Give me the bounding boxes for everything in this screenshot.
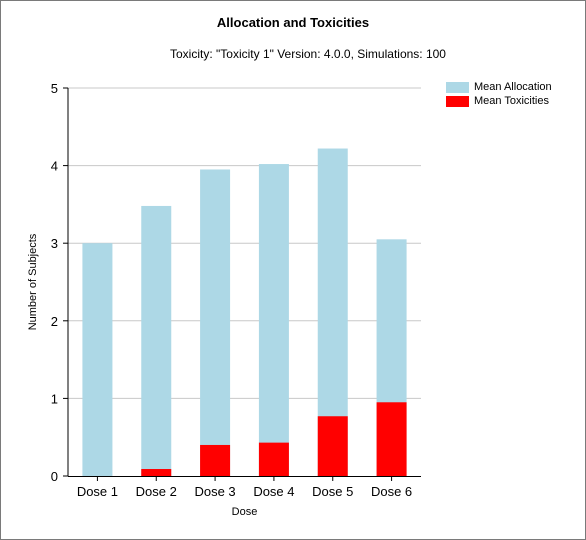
x-tick-label: Dose 1	[77, 484, 118, 499]
legend-label-toxicities: Mean Toxicities	[474, 95, 549, 107]
legend-swatch-allocation	[446, 81, 469, 93]
x-tick-label: Dose 3	[194, 484, 235, 499]
bar-allocation	[141, 205, 172, 476]
bar-toxicities	[376, 402, 407, 476]
axes	[67, 88, 421, 477]
x-tick-labels: Dose 1 Dose 2 Dose 3 Dose 4 Dose 5 Dose 6	[77, 476, 412, 499]
y-axis-label: Number of Subjects	[27, 233, 39, 330]
legend-swatch-toxicities	[446, 95, 469, 107]
gridlines	[68, 87, 421, 399]
x-tick-label: Dose 6	[371, 484, 412, 499]
y-tick-label: 4	[51, 159, 58, 174]
x-tick-label: Dose 2	[136, 484, 177, 499]
bar-toxicities	[258, 442, 289, 476]
bar-toxicities	[317, 416, 348, 476]
y-tick-label: 5	[51, 81, 58, 96]
legend: Mean Allocation Mean Toxicities	[446, 80, 552, 108]
bar-allocation	[200, 169, 231, 477]
bar-allocation	[82, 243, 113, 476]
bar-toxicities	[141, 469, 172, 476]
bar-allocation	[258, 164, 289, 476]
chart-subtitle: Toxicity: "Toxicity 1" Version: 4.0.0, S…	[170, 47, 446, 61]
y-tick-label: 0	[51, 469, 58, 484]
x-axis-label: Dose	[232, 506, 258, 518]
y-tick-labels: 0 1 2 3 4 5	[51, 81, 68, 484]
y-tick-label: 1	[51, 391, 58, 406]
legend-item-allocation: Mean Allocation	[446, 80, 552, 94]
legend-item-toxicities: Mean Toxicities	[446, 94, 552, 108]
bars	[82, 148, 407, 477]
y-tick-label: 2	[51, 314, 58, 329]
bar-toxicities	[200, 444, 231, 476]
x-tick-label: Dose 5	[312, 484, 353, 499]
chart-title: Allocation and Toxicities	[216, 15, 370, 30]
x-tick-label: Dose 4	[253, 484, 294, 499]
legend-label-allocation: Mean Allocation	[474, 81, 552, 93]
y-tick-label: 3	[51, 236, 58, 251]
